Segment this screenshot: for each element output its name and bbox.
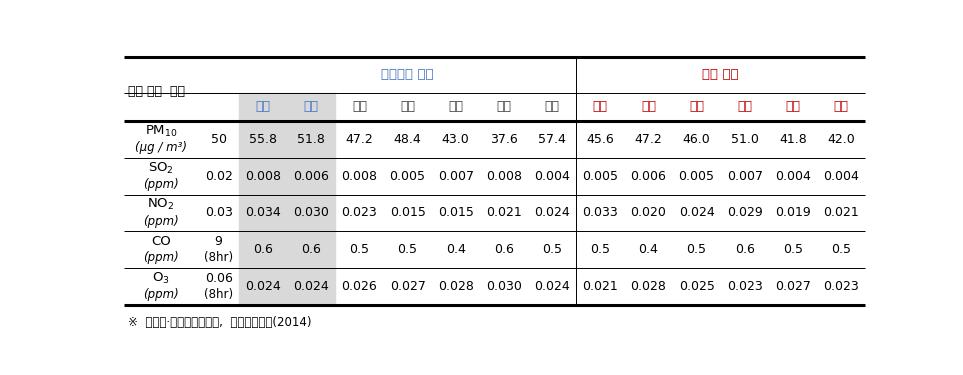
Text: 0.06: 0.06 [205, 272, 232, 285]
Text: 주요 도시: 주요 도시 [702, 68, 739, 81]
Text: 0.021: 0.021 [823, 207, 859, 219]
Text: 0.004: 0.004 [775, 170, 811, 183]
Text: 0.024: 0.024 [534, 280, 570, 293]
Text: 0.005: 0.005 [390, 170, 426, 183]
Text: 43.0: 43.0 [442, 133, 470, 146]
Text: 부산: 부산 [641, 100, 656, 113]
Text: (8hr): (8hr) [204, 288, 233, 301]
Text: (ppm): (ppm) [143, 288, 179, 301]
Text: 0.4: 0.4 [638, 243, 659, 256]
Text: 0.028: 0.028 [631, 280, 666, 293]
Text: 0.006: 0.006 [294, 170, 329, 183]
Text: 0.030: 0.030 [294, 207, 329, 219]
Text: 0.007: 0.007 [727, 170, 763, 183]
Text: 0.5: 0.5 [350, 243, 370, 256]
Text: 울산: 울산 [351, 100, 367, 113]
Text: 0.004: 0.004 [823, 170, 859, 183]
Text: 여수: 여수 [496, 100, 511, 113]
Text: 0.028: 0.028 [438, 280, 474, 293]
Text: 서울: 서울 [593, 100, 608, 113]
Text: 0.6: 0.6 [253, 243, 273, 256]
Text: 0.023: 0.023 [727, 280, 763, 293]
Text: SO$_2$: SO$_2$ [148, 160, 174, 176]
Text: 46.0: 46.0 [683, 133, 711, 146]
Text: (ppm): (ppm) [143, 251, 179, 264]
Text: (8hr): (8hr) [204, 251, 233, 264]
Text: 0.023: 0.023 [823, 280, 859, 293]
Text: 57.4: 57.4 [538, 133, 566, 146]
Text: 50: 50 [211, 133, 226, 146]
Text: 0.006: 0.006 [631, 170, 666, 183]
Text: 0.024: 0.024 [679, 207, 715, 219]
Text: 0.004: 0.004 [534, 170, 570, 183]
Text: (ppm): (ppm) [143, 214, 179, 228]
Text: 0.5: 0.5 [398, 243, 418, 256]
Text: 37.6: 37.6 [490, 133, 518, 146]
Text: 0.020: 0.020 [631, 207, 666, 219]
Text: 42.0: 42.0 [827, 133, 855, 146]
Text: O$_3$: O$_3$ [152, 271, 170, 286]
Text: 0.5: 0.5 [542, 243, 562, 256]
Text: 대전: 대전 [834, 100, 848, 113]
Text: 0.5: 0.5 [590, 243, 611, 256]
Text: 47.2: 47.2 [346, 133, 374, 146]
Text: 0.029: 0.029 [727, 207, 763, 219]
Text: 0.007: 0.007 [438, 170, 474, 183]
Text: 0.008: 0.008 [342, 170, 377, 183]
Text: 0.024: 0.024 [246, 280, 281, 293]
Text: 51.0: 51.0 [731, 133, 759, 146]
Text: 0.027: 0.027 [390, 280, 426, 293]
Text: 0.5: 0.5 [831, 243, 851, 256]
Text: 광양: 광양 [448, 100, 463, 113]
Text: 47.2: 47.2 [635, 133, 663, 146]
Text: NO$_2$: NO$_2$ [147, 197, 175, 213]
Text: 0.033: 0.033 [583, 207, 618, 219]
Text: 오염 물질  기준: 오염 물질 기준 [128, 85, 185, 98]
Text: 0.024: 0.024 [294, 280, 329, 293]
Text: 0.026: 0.026 [342, 280, 377, 293]
Text: 대구: 대구 [690, 100, 704, 113]
Text: 광주: 광주 [786, 100, 800, 113]
Text: ※  환경부·국립환경과학원,  대기환경연보(2014): ※ 환경부·국립환경과학원, 대기환경연보(2014) [128, 316, 311, 329]
Text: PM$_{10}$: PM$_{10}$ [144, 124, 177, 139]
Text: 시흥: 시흥 [255, 100, 271, 113]
Text: 51.8: 51.8 [298, 133, 325, 146]
Text: 45.6: 45.6 [586, 133, 614, 146]
Text: 산단소재 지역: 산단소재 지역 [381, 68, 434, 81]
Text: 청주: 청주 [545, 100, 560, 113]
Text: 0.015: 0.015 [438, 207, 474, 219]
Text: 9: 9 [215, 235, 222, 248]
Text: 0.5: 0.5 [783, 243, 803, 256]
Text: 0.023: 0.023 [342, 207, 377, 219]
Text: 인천: 인천 [738, 100, 752, 113]
Text: 0.02: 0.02 [205, 170, 232, 183]
Text: 0.005: 0.005 [583, 170, 618, 183]
Text: 0.6: 0.6 [301, 243, 322, 256]
Text: 0.5: 0.5 [687, 243, 707, 256]
Text: 0.019: 0.019 [775, 207, 811, 219]
Text: 41.8: 41.8 [779, 133, 807, 146]
Text: 0.025: 0.025 [679, 280, 715, 293]
Text: CO: CO [151, 235, 171, 248]
Text: 0.4: 0.4 [446, 243, 466, 256]
Text: 0.008: 0.008 [486, 170, 522, 183]
Text: 0.03: 0.03 [205, 207, 232, 219]
Text: 포항: 포항 [400, 100, 415, 113]
Text: 0.021: 0.021 [583, 280, 618, 293]
Text: 안산: 안산 [303, 100, 319, 113]
Text: (μg / m³): (μg / m³) [135, 141, 187, 154]
Text: 0.034: 0.034 [246, 207, 281, 219]
Text: 0.030: 0.030 [486, 280, 522, 293]
Text: 0.005: 0.005 [679, 170, 715, 183]
Text: 0.024: 0.024 [534, 207, 570, 219]
Text: 0.021: 0.021 [486, 207, 522, 219]
Text: 0.6: 0.6 [735, 243, 755, 256]
Text: 0.015: 0.015 [390, 207, 426, 219]
Text: 0.6: 0.6 [494, 243, 514, 256]
Text: (ppm): (ppm) [143, 178, 179, 191]
Text: 48.4: 48.4 [394, 133, 422, 146]
Text: 55.8: 55.8 [249, 133, 277, 146]
Text: 0.027: 0.027 [775, 280, 811, 293]
Text: 0.008: 0.008 [245, 170, 281, 183]
